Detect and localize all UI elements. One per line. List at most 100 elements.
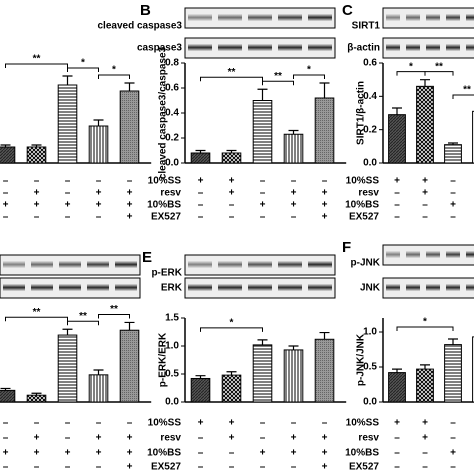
- treatment-label: 10%SS: [346, 176, 380, 187]
- significance-label: **: [33, 54, 41, 65]
- blot-band: [248, 44, 272, 51]
- y-tick-label: 1.5: [165, 313, 179, 324]
- blot-band: [446, 14, 460, 21]
- treatment-sign: –: [450, 418, 456, 429]
- treatment-sign: –: [450, 462, 456, 473]
- treatment-sign: –: [65, 176, 71, 187]
- treatment-sign: +: [422, 418, 428, 429]
- treatment-label: 10%BS: [345, 448, 379, 459]
- treatment-sign: –: [422, 212, 428, 223]
- treatment-sign: +: [34, 448, 40, 459]
- treatment-sign: –: [450, 188, 456, 199]
- significance-label: **: [228, 67, 236, 78]
- blot-band: [59, 284, 81, 291]
- error-bar: [226, 371, 237, 376]
- treatment-label: EX527: [349, 462, 379, 473]
- bar: [314, 97, 335, 164]
- blot-band: [308, 284, 332, 291]
- bar: [252, 344, 273, 403]
- bar: [190, 377, 211, 403]
- blot-band: [386, 44, 400, 51]
- treatment-sign: –: [198, 448, 204, 459]
- significance-bracket: [98, 313, 130, 319]
- blot-band: [406, 14, 420, 21]
- blot-band: [446, 44, 460, 51]
- blot-band: [31, 284, 53, 291]
- error-bar: [392, 368, 402, 373]
- error-bar: [62, 75, 73, 85]
- bar: [57, 334, 78, 403]
- significance-bracket: [67, 67, 99, 72]
- bar: [283, 133, 304, 164]
- significance-bracket: [98, 74, 130, 79]
- blot-band: [87, 284, 109, 291]
- bar: [26, 146, 47, 164]
- blot-band: [406, 284, 420, 291]
- treatment-sign: –: [422, 448, 428, 459]
- blot-band: [426, 284, 440, 291]
- y-axis-label: p-JNK/JNK: [356, 333, 367, 386]
- blot-band: [426, 251, 440, 258]
- bar: [119, 90, 140, 164]
- treatment-sign: –: [260, 188, 266, 199]
- blot-band: [446, 284, 460, 291]
- bar: [416, 368, 434, 403]
- error-bar: [0, 144, 11, 147]
- blot-label: p-ERK: [151, 268, 182, 279]
- error-bar: [124, 82, 135, 91]
- bar: [88, 374, 109, 403]
- blot-label: caspase3: [137, 43, 182, 54]
- treatment-sign: –: [3, 188, 9, 199]
- blot-band: [248, 14, 272, 21]
- bar: [221, 152, 242, 164]
- y-tick-label: 1.0: [363, 327, 377, 338]
- treatment-label: 10%BS: [147, 448, 181, 459]
- significance-label: *: [81, 58, 85, 69]
- significance-label: **: [33, 307, 41, 318]
- treatment-sign: –: [65, 418, 71, 429]
- y-tick-label: 0.6: [165, 83, 179, 94]
- error-bar: [319, 331, 330, 340]
- blot-band: [386, 284, 400, 291]
- bar: [388, 114, 406, 164]
- treatment-sign: +: [127, 188, 133, 199]
- blot-band: [248, 261, 272, 268]
- error-bar: [392, 107, 402, 115]
- treatment-sign: –: [450, 212, 456, 223]
- treatment-sign: +: [394, 418, 400, 429]
- y-tick-label: 0.4: [363, 91, 377, 102]
- treatment-label: 10%SS: [148, 176, 182, 187]
- treatment-sign: –: [291, 212, 297, 223]
- blot-band: [308, 261, 332, 268]
- y-axis-label: SIRT1/β-actin: [356, 81, 367, 145]
- treatment-sign: +: [422, 188, 428, 199]
- treatment-sign: +: [450, 448, 456, 459]
- y-tick-label: 0.0: [363, 158, 377, 169]
- bar: [283, 349, 304, 403]
- treatment-sign: –: [229, 212, 235, 223]
- blot-band: [406, 251, 420, 258]
- panel-label: C: [342, 2, 353, 19]
- treatment-sign: +: [198, 418, 204, 429]
- significance-label: **: [435, 61, 443, 72]
- treatment-sign: +: [229, 176, 235, 187]
- error-bar: [31, 144, 42, 147]
- blot-band: [248, 284, 272, 291]
- treatment-label: 10%SS: [346, 418, 380, 429]
- error-bar: [124, 321, 135, 331]
- treatment-sign: +: [322, 448, 328, 459]
- treatment-sign: –: [34, 462, 40, 473]
- blot-band: [466, 14, 474, 21]
- treatment-sign: –: [3, 418, 9, 429]
- treatment-sign: –: [65, 212, 71, 223]
- y-tick-label: 0.5: [363, 362, 377, 373]
- error-bar: [319, 82, 330, 98]
- bar: [119, 329, 140, 403]
- treatment-label: resv: [160, 433, 181, 444]
- error-bar: [62, 328, 73, 336]
- treatment-label: EX527: [349, 212, 379, 223]
- blot-band: [466, 284, 474, 291]
- significance-bracket: [5, 316, 68, 322]
- treatment-sign: +: [96, 200, 102, 211]
